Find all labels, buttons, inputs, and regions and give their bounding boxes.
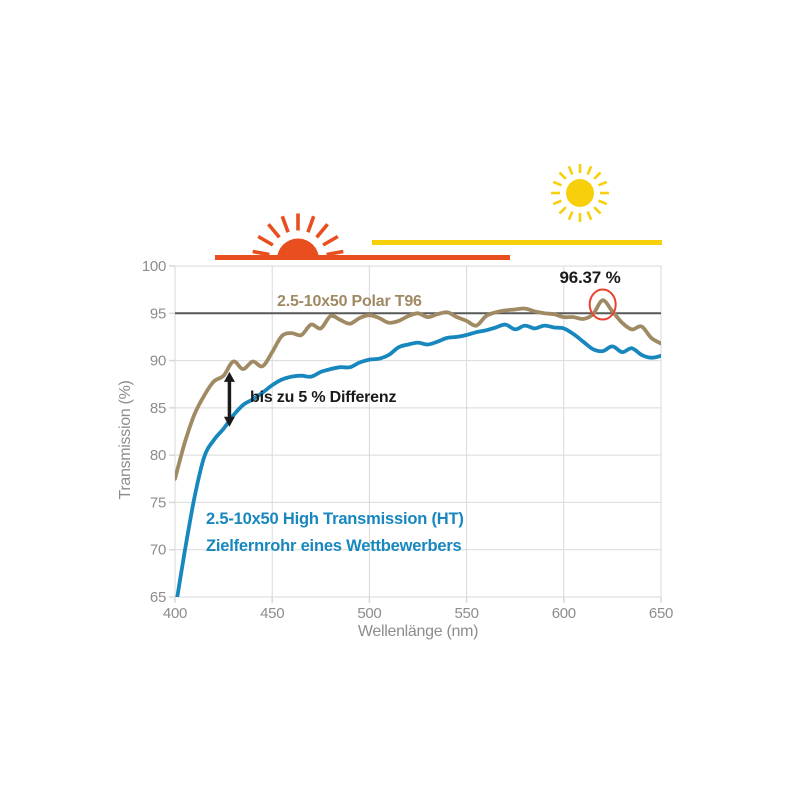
y-tick-label: 70 — [150, 542, 166, 559]
difference-arrow — [223, 371, 235, 427]
plot-border — [174, 265, 662, 598]
sun-icon — [551, 164, 609, 222]
series-label-competitor: 2.5-10x50 High Transmission (HT) Zielfer… — [206, 506, 464, 560]
y-tick-label: 75 — [150, 494, 166, 511]
polar-t96-curve — [175, 298, 661, 481]
y-axis-title: Transmission (%) — [117, 380, 134, 500]
series-label-competitor-line1: 2.5-10x50 High Transmission (HT) — [206, 510, 464, 528]
x-tick-label: 600 — [552, 605, 576, 622]
x-tick-label: 650 — [649, 605, 673, 622]
peak-value-annotation: 96.37 % — [559, 268, 621, 287]
y-tick-label: 65 — [150, 589, 166, 606]
y-tick-label: 90 — [150, 353, 166, 370]
y-tick-label: 85 — [150, 400, 166, 417]
x-tick-label: 450 — [260, 605, 284, 622]
y-tick-label: 95 — [150, 305, 166, 322]
sunrise-horizon-line — [215, 255, 510, 260]
series-label-competitor-line2: Zielfernrohr eines Wettbewerbers — [206, 537, 462, 555]
ht-competitor-curve — [175, 322, 661, 597]
x-tick-label: 400 — [163, 605, 187, 622]
x-tick-label: 500 — [357, 605, 381, 622]
peak-circle — [588, 288, 617, 321]
y-tick-label: 100 — [142, 258, 166, 275]
series-label-polar-t96: 2.5-10x50 Polar T96 — [277, 293, 422, 310]
sunrise-icon — [252, 213, 344, 260]
y-tick-label: 80 — [150, 447, 166, 464]
x-tick-label: 550 — [455, 605, 479, 622]
sun-horizon-line — [372, 240, 662, 245]
x-axis-title: Wellenlänge (nm) — [357, 623, 479, 640]
difference-annotation: bis zu 5 % Differenz — [250, 389, 397, 406]
